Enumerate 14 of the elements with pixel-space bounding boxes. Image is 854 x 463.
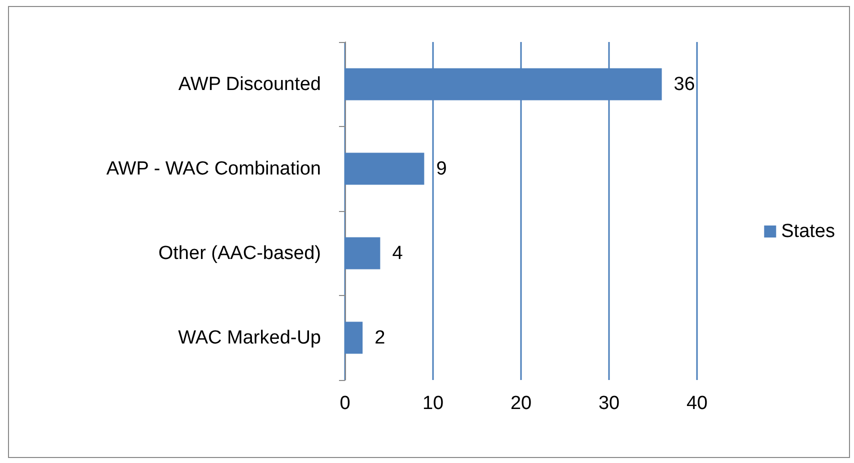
data-label: 4	[392, 242, 404, 264]
y-tick-label: WAC Marked-Up	[178, 327, 321, 348]
y-tick-label: AWP - WAC Combination	[106, 158, 321, 180]
y-tick-label: Other (AAC-based)	[158, 242, 321, 264]
x-tick-label: 40	[686, 393, 708, 414]
x-tick-label: 20	[510, 393, 532, 414]
data-label: 36	[674, 74, 695, 95]
x-tick-label: 30	[598, 393, 620, 414]
y-tick-label: AWP Discounted	[178, 74, 321, 95]
data-label: 2	[374, 327, 386, 348]
x-tick-label: 10	[422, 393, 444, 414]
legend-label: States	[781, 221, 836, 242]
x-tick-label: 0	[340, 393, 350, 414]
data-label: 9	[436, 158, 447, 180]
